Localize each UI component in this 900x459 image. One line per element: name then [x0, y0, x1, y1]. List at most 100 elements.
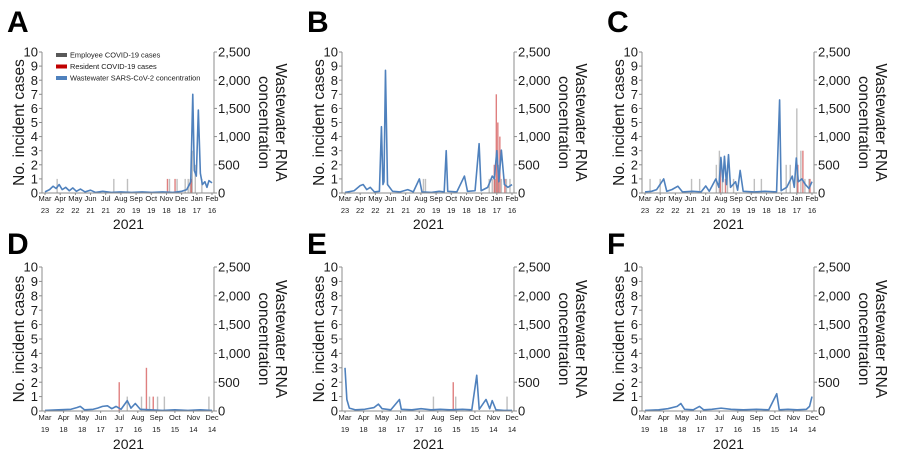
x-tick-day: 15 — [171, 425, 179, 434]
y2-tick-label: 500 — [818, 375, 840, 390]
panel-letter: C — [607, 6, 629, 39]
x-tick-day: 18 — [78, 425, 86, 434]
employee-case-bar — [659, 178, 661, 193]
x-tick-day: 19 — [147, 206, 155, 215]
x-tick-day: 18 — [762, 206, 770, 215]
chart-panel: B No. incident cases Wastewater RNAconcent… — [307, 6, 589, 232]
employee-case-bar — [184, 178, 186, 193]
legend-label: Wastewater SARS-CoV-2 concentration — [70, 74, 200, 83]
employee-case-bar — [424, 178, 427, 193]
employee-case-bar — [800, 150, 802, 193]
x-tick-month: Jul — [414, 413, 424, 422]
employee-case-bar — [500, 178, 503, 193]
y2-axis-title: concentration — [855, 292, 872, 385]
x-tick-day: 18 — [659, 425, 667, 434]
y-tick-label: 6 — [31, 101, 38, 116]
y2-tick-label: 2,000 — [218, 73, 251, 88]
x-tick-month: Mar — [639, 194, 652, 203]
y-tick-label: 10 — [24, 45, 38, 60]
y-tick-label: 1 — [331, 389, 338, 404]
x-tick-month: Sep — [150, 413, 163, 422]
y2-tick-label: 500 — [218, 157, 240, 172]
legend-entry: Wastewater SARS-CoV-2 concentration — [56, 74, 200, 83]
x-tick-month: Sep — [129, 194, 142, 203]
y2-tick-label: 2,500 — [518, 45, 551, 60]
wastewater-concentration-line — [44, 399, 213, 412]
employee-case-bar — [126, 178, 129, 193]
y2-tick-label: 0 — [518, 404, 525, 419]
y-tick-label: 1 — [631, 389, 638, 404]
employee-case-bar — [113, 178, 115, 193]
x-tick-month: Mar — [339, 413, 352, 422]
x-tick-day: 17 — [115, 425, 123, 434]
resident-case-bar — [719, 164, 722, 193]
y-tick-label: 1 — [331, 171, 338, 186]
y2-axis-title: concentration — [255, 292, 272, 385]
y-tick-label: 2 — [631, 375, 638, 390]
x-tick-month: Jun — [84, 194, 96, 203]
x-tick-day: 22 — [656, 206, 664, 215]
x-tick-month: Feb — [806, 194, 819, 203]
resident-case-bar — [190, 178, 192, 193]
y-axis-title: No. incident cases — [311, 275, 328, 402]
x-tick-day: 20 — [417, 206, 425, 215]
x-tick-day: 23 — [641, 206, 649, 215]
x-axis-year: 2021 — [713, 436, 744, 452]
x-tick-month: Feb — [506, 194, 519, 203]
y2-tick-label: 1,500 — [518, 101, 551, 116]
x-tick-month: Aug — [414, 194, 427, 203]
x-tick-day: 21 — [102, 206, 110, 215]
y2-tick-label: 2,000 — [518, 288, 551, 303]
y2-axis-title: Wastewater RNA — [872, 280, 889, 399]
y2-tick-label: 1,000 — [818, 129, 851, 144]
y-tick-label: 0 — [631, 186, 638, 201]
resident-case-bar — [152, 396, 154, 411]
x-tick-month: Oct — [445, 194, 458, 203]
employee-case-bar — [698, 178, 701, 193]
y2-tick-label: 0 — [818, 404, 825, 419]
chart-panel: C No. incident cases Wastewater RNAconcent… — [607, 6, 889, 232]
y2-tick-label: 2,000 — [818, 288, 851, 303]
y-tick-label: 4 — [631, 129, 638, 144]
x-tick-month: Oct — [769, 413, 782, 422]
x-tick-day: 23 — [341, 206, 349, 215]
y-tick-label: 2 — [31, 375, 38, 390]
y-tick-label: 8 — [331, 73, 338, 88]
x-tick-month: Apr — [358, 413, 370, 422]
y2-tick-label: 0 — [218, 404, 225, 419]
x-tick-day: 22 — [71, 206, 79, 215]
y2-tick-label: 1,000 — [218, 129, 251, 144]
employee-case-bar — [201, 178, 203, 193]
y2-tick-label: 500 — [218, 375, 240, 390]
y-tick-label: 10 — [624, 260, 638, 275]
x-tick-day: 19 — [641, 425, 649, 434]
y-tick-label: 1 — [31, 389, 38, 404]
x-tick-day: 14 — [489, 425, 497, 434]
x-tick-month: Mar — [339, 194, 352, 203]
x-tick-day: 19 — [341, 425, 349, 434]
y2-tick-label: 2,500 — [818, 260, 851, 275]
x-tick-day: 19 — [747, 206, 755, 215]
y-tick-label: 2 — [631, 157, 638, 172]
employee-case-bar — [126, 396, 128, 411]
employee-case-bar — [506, 396, 508, 411]
y-tick-label: 9 — [31, 274, 38, 289]
y2-tick-label: 1,000 — [518, 346, 551, 361]
x-tick-month: Sep — [729, 194, 742, 203]
x-tick-month: Jul — [114, 413, 124, 422]
x-tick-month: Aug — [431, 413, 444, 422]
x-tick-day: 19 — [732, 206, 740, 215]
x-tick-month: Jul — [401, 194, 411, 203]
legend: Employee COVID-19 cases Resident COVID-19… — [56, 51, 200, 83]
y-tick-label: 9 — [331, 59, 338, 74]
x-tick-month: Mar — [639, 413, 652, 422]
panel-letter: F — [607, 228, 625, 261]
y-tick-label: 2 — [31, 157, 38, 172]
x-tick-day: 21 — [702, 206, 710, 215]
chart-panel: A No. incident cases Wastewater RNAconcent… — [7, 6, 289, 232]
y-tick-label: 0 — [331, 404, 338, 419]
y-tick-label: 5 — [31, 332, 38, 347]
x-tick-day: 22 — [356, 206, 364, 215]
x-tick-month: Jul — [701, 194, 711, 203]
employee-case-bar — [191, 150, 193, 193]
